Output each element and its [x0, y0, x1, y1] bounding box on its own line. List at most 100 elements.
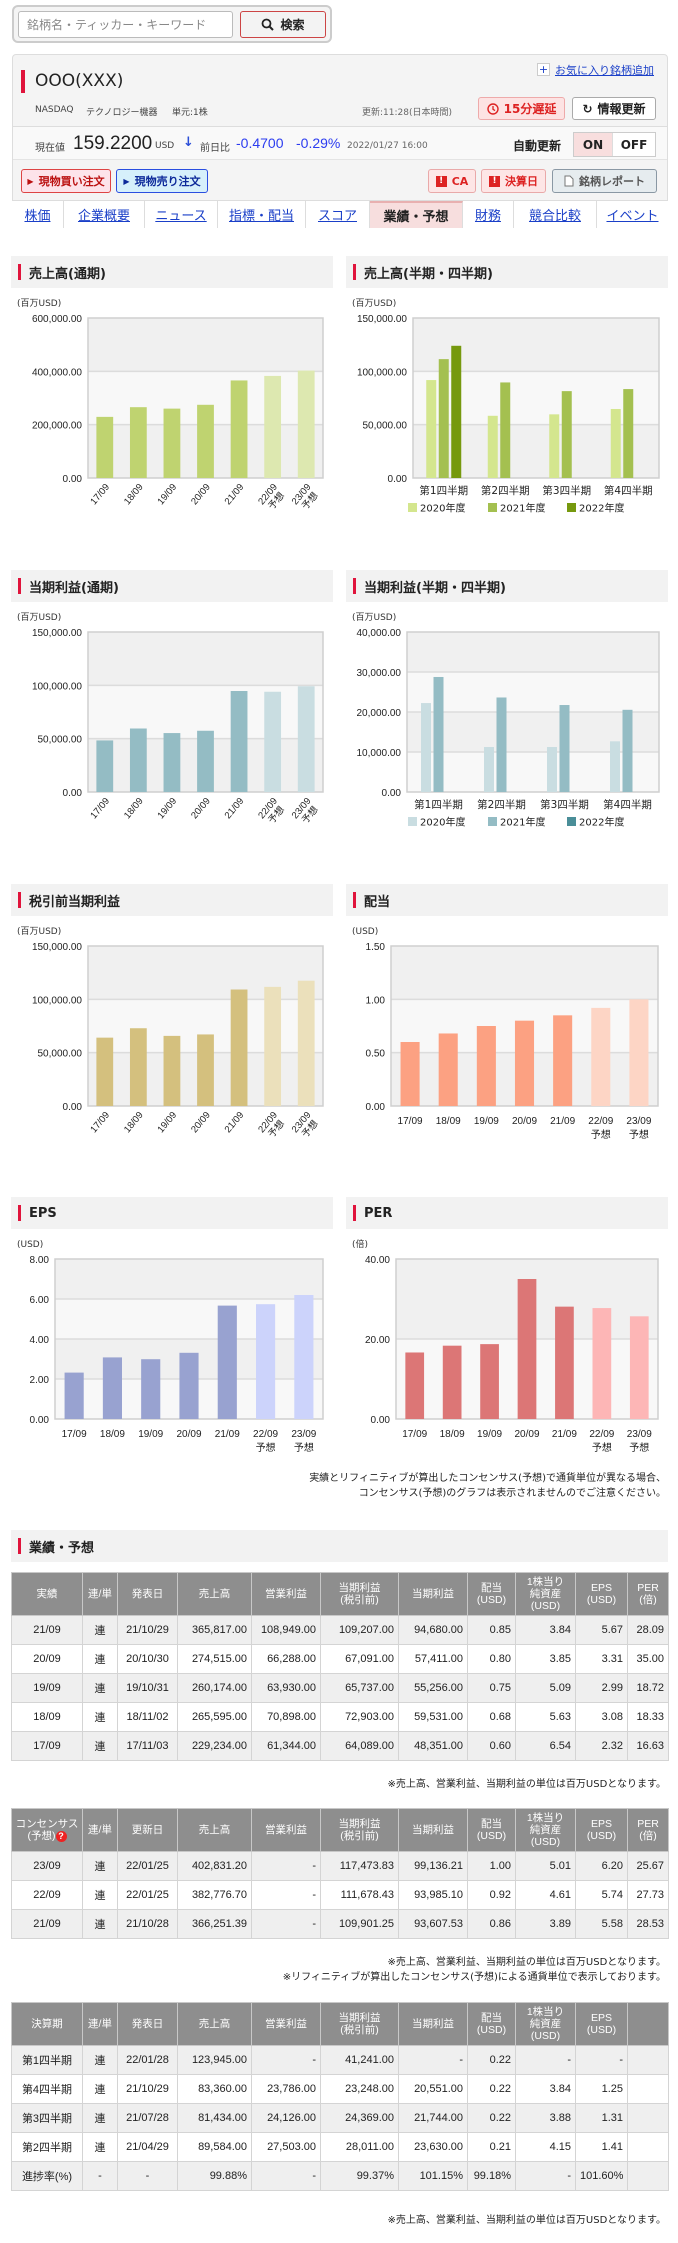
column-header: EPS (USD)	[575, 1808, 628, 1852]
y-tick-label: 10,000.00	[357, 748, 402, 759]
table-cell: 連	[82, 1615, 118, 1645]
price-datetime: 2022/01/27 16:00	[347, 141, 428, 151]
bar-19/09	[163, 733, 181, 792]
bar-21/09	[217, 1305, 237, 1419]
table-cell: 22/01/28	[117, 2045, 178, 2075]
tab-2[interactable]: 企業概要	[64, 201, 145, 228]
forecast-label: 予想	[629, 1128, 649, 1141]
x-tick-label: 第2四半期	[477, 798, 526, 811]
price-label: 現在値	[35, 143, 65, 154]
table-cell: 18/09	[11, 1702, 83, 1732]
arrow-down-icon: ↓	[183, 135, 194, 150]
table-cell: 99.88%	[177, 2161, 252, 2191]
x-tick-label: 20/09	[176, 1429, 201, 1440]
help-icon[interactable]: ?	[55, 1830, 67, 1842]
column-header: 連/単	[82, 1572, 118, 1616]
x-tick-label: 21/09	[550, 1116, 575, 1127]
x-tick-label-group: 20/09	[189, 1110, 213, 1135]
auto-update-on[interactable]: ON	[574, 133, 614, 156]
x-tick-label-group: 17/09	[88, 796, 112, 821]
search-button[interactable]: 検索	[240, 11, 326, 38]
y-axis-unit: (USD)	[17, 1240, 43, 1250]
table-cell: 21/07/28	[117, 2103, 178, 2133]
table-cell: 109,901.25	[320, 1909, 399, 1939]
column-header: PER (倍)	[627, 1572, 669, 1616]
y-tick-label: 50,000.00	[38, 1049, 83, 1060]
auto-update-off[interactable]: OFF	[620, 137, 648, 152]
table-cell: 57,411.00	[398, 1644, 468, 1674]
table-cell: 16.63	[627, 1731, 669, 1761]
tab-1[interactable]: 株価	[12, 201, 64, 228]
table-cell: 109,207.00	[320, 1615, 399, 1645]
bar-20/09	[517, 1279, 537, 1419]
price-change-percent: -0.29%	[296, 135, 341, 151]
x-tick-label: 20/09	[189, 1110, 213, 1135]
bar-2021年度-第4四半期	[622, 709, 633, 792]
column-header	[627, 2002, 669, 2046]
tab-3[interactable]: ニュース	[145, 201, 218, 228]
tab-8[interactable]: 競合比較	[514, 201, 597, 228]
legend-label: 2022年度	[579, 816, 624, 829]
x-tick-label: 19/09	[477, 1429, 502, 1440]
table-cell	[627, 2103, 669, 2133]
table-cell: 第1四半期	[11, 2045, 83, 2075]
x-tick-label: 19/09	[474, 1116, 499, 1127]
ca-button[interactable]: ! CA	[428, 169, 476, 193]
clock-icon	[486, 102, 499, 115]
y-tick-label: 0.00	[366, 1102, 386, 1113]
table-cell: 0.21	[467, 2132, 516, 2162]
x-tick-label: 23/09	[291, 1429, 316, 1440]
column-header: 配当 (USD)	[467, 1808, 516, 1852]
stock-report-button[interactable]: 銘柄レポート	[552, 169, 657, 193]
y-axis-unit: (百万USD)	[17, 298, 61, 309]
results-table: 実績 連/単 発表日 売上高 営業利益 当期利益 (税引前) 当期利益 配当 (USD) 1株当…	[11, 1572, 669, 1761]
tab-bar: 株価 企業概要 ニュース 指標・配当 スコア 業績・予想 財務 競合比較 イベント	[12, 200, 668, 228]
column-header-label: 営業利益	[265, 1588, 307, 1600]
earnings-date-button[interactable]: ! 決算日	[481, 169, 546, 193]
column-header-label: PER (倍)	[637, 1582, 659, 1606]
tab-7[interactable]: 財務	[463, 201, 514, 228]
plot-band	[407, 752, 659, 792]
legend-label: 2022年度	[579, 502, 624, 515]
refresh-button[interactable]: ↻ 情報更新	[572, 97, 656, 120]
x-tick-label: 22/09	[589, 1429, 614, 1440]
y-axis-unit: (USD)	[352, 927, 378, 937]
column-header-label: 営業利益	[265, 2018, 307, 2030]
y-tick-label: 150,000.00	[32, 942, 82, 953]
column-header: 営業利益	[251, 1572, 321, 1616]
tab-9[interactable]: イベント	[606, 209, 659, 224]
y-tick-label: 100,000.00	[32, 995, 82, 1006]
plus-icon[interactable]: +	[537, 63, 550, 76]
plot-band	[88, 685, 323, 739]
sell-order-button[interactable]: ▶ 現物売り注文	[116, 169, 208, 193]
y-tick-label: 8.00	[30, 1255, 50, 1266]
table-row: 21/09 連 21/10/28 366,251.39-109,901.25 93,60…	[11, 1909, 669, 1939]
column-header-label: 実績	[36, 1588, 58, 1600]
table-cell: 連	[82, 1731, 118, 1761]
tab-5[interactable]: スコア	[306, 201, 370, 228]
bar-23/09	[297, 370, 315, 478]
table-cell: 21/10/29	[117, 2074, 178, 2104]
add-favorite-link[interactable]: お気に入り銘柄追加	[555, 64, 654, 77]
column-header-label: 発表日	[131, 2018, 164, 2030]
search-input[interactable]	[18, 11, 233, 38]
column-header-label: 売上高	[198, 2018, 231, 2030]
table-cell: 89,584.00	[177, 2132, 252, 2162]
tab-6[interactable]: 業績・予想	[370, 201, 463, 228]
table-cell: -	[251, 1880, 321, 1910]
tab-4[interactable]: 指標・配当	[218, 201, 306, 228]
auto-update-label: 自動更新	[513, 139, 562, 153]
x-tick-label: 21/09	[223, 1110, 247, 1135]
table-cell: 22/01/25	[117, 1851, 178, 1881]
y-tick-label: 20.00	[365, 1335, 390, 1346]
table-cell: 81,434.00	[177, 2103, 252, 2133]
table-cell: 5.58	[575, 1909, 628, 1939]
currency: USD	[155, 141, 175, 151]
table-cell: -	[251, 1851, 321, 1881]
table-cell: 41,241.00	[320, 2045, 399, 2075]
table-cell: 19/09	[11, 1673, 83, 1703]
buy-order-button[interactable]: ▶ 現物買い注文	[21, 169, 111, 193]
delay-button[interactable]: 15分遅延	[478, 97, 565, 120]
table-cell: 17/11/03	[117, 1731, 178, 1761]
